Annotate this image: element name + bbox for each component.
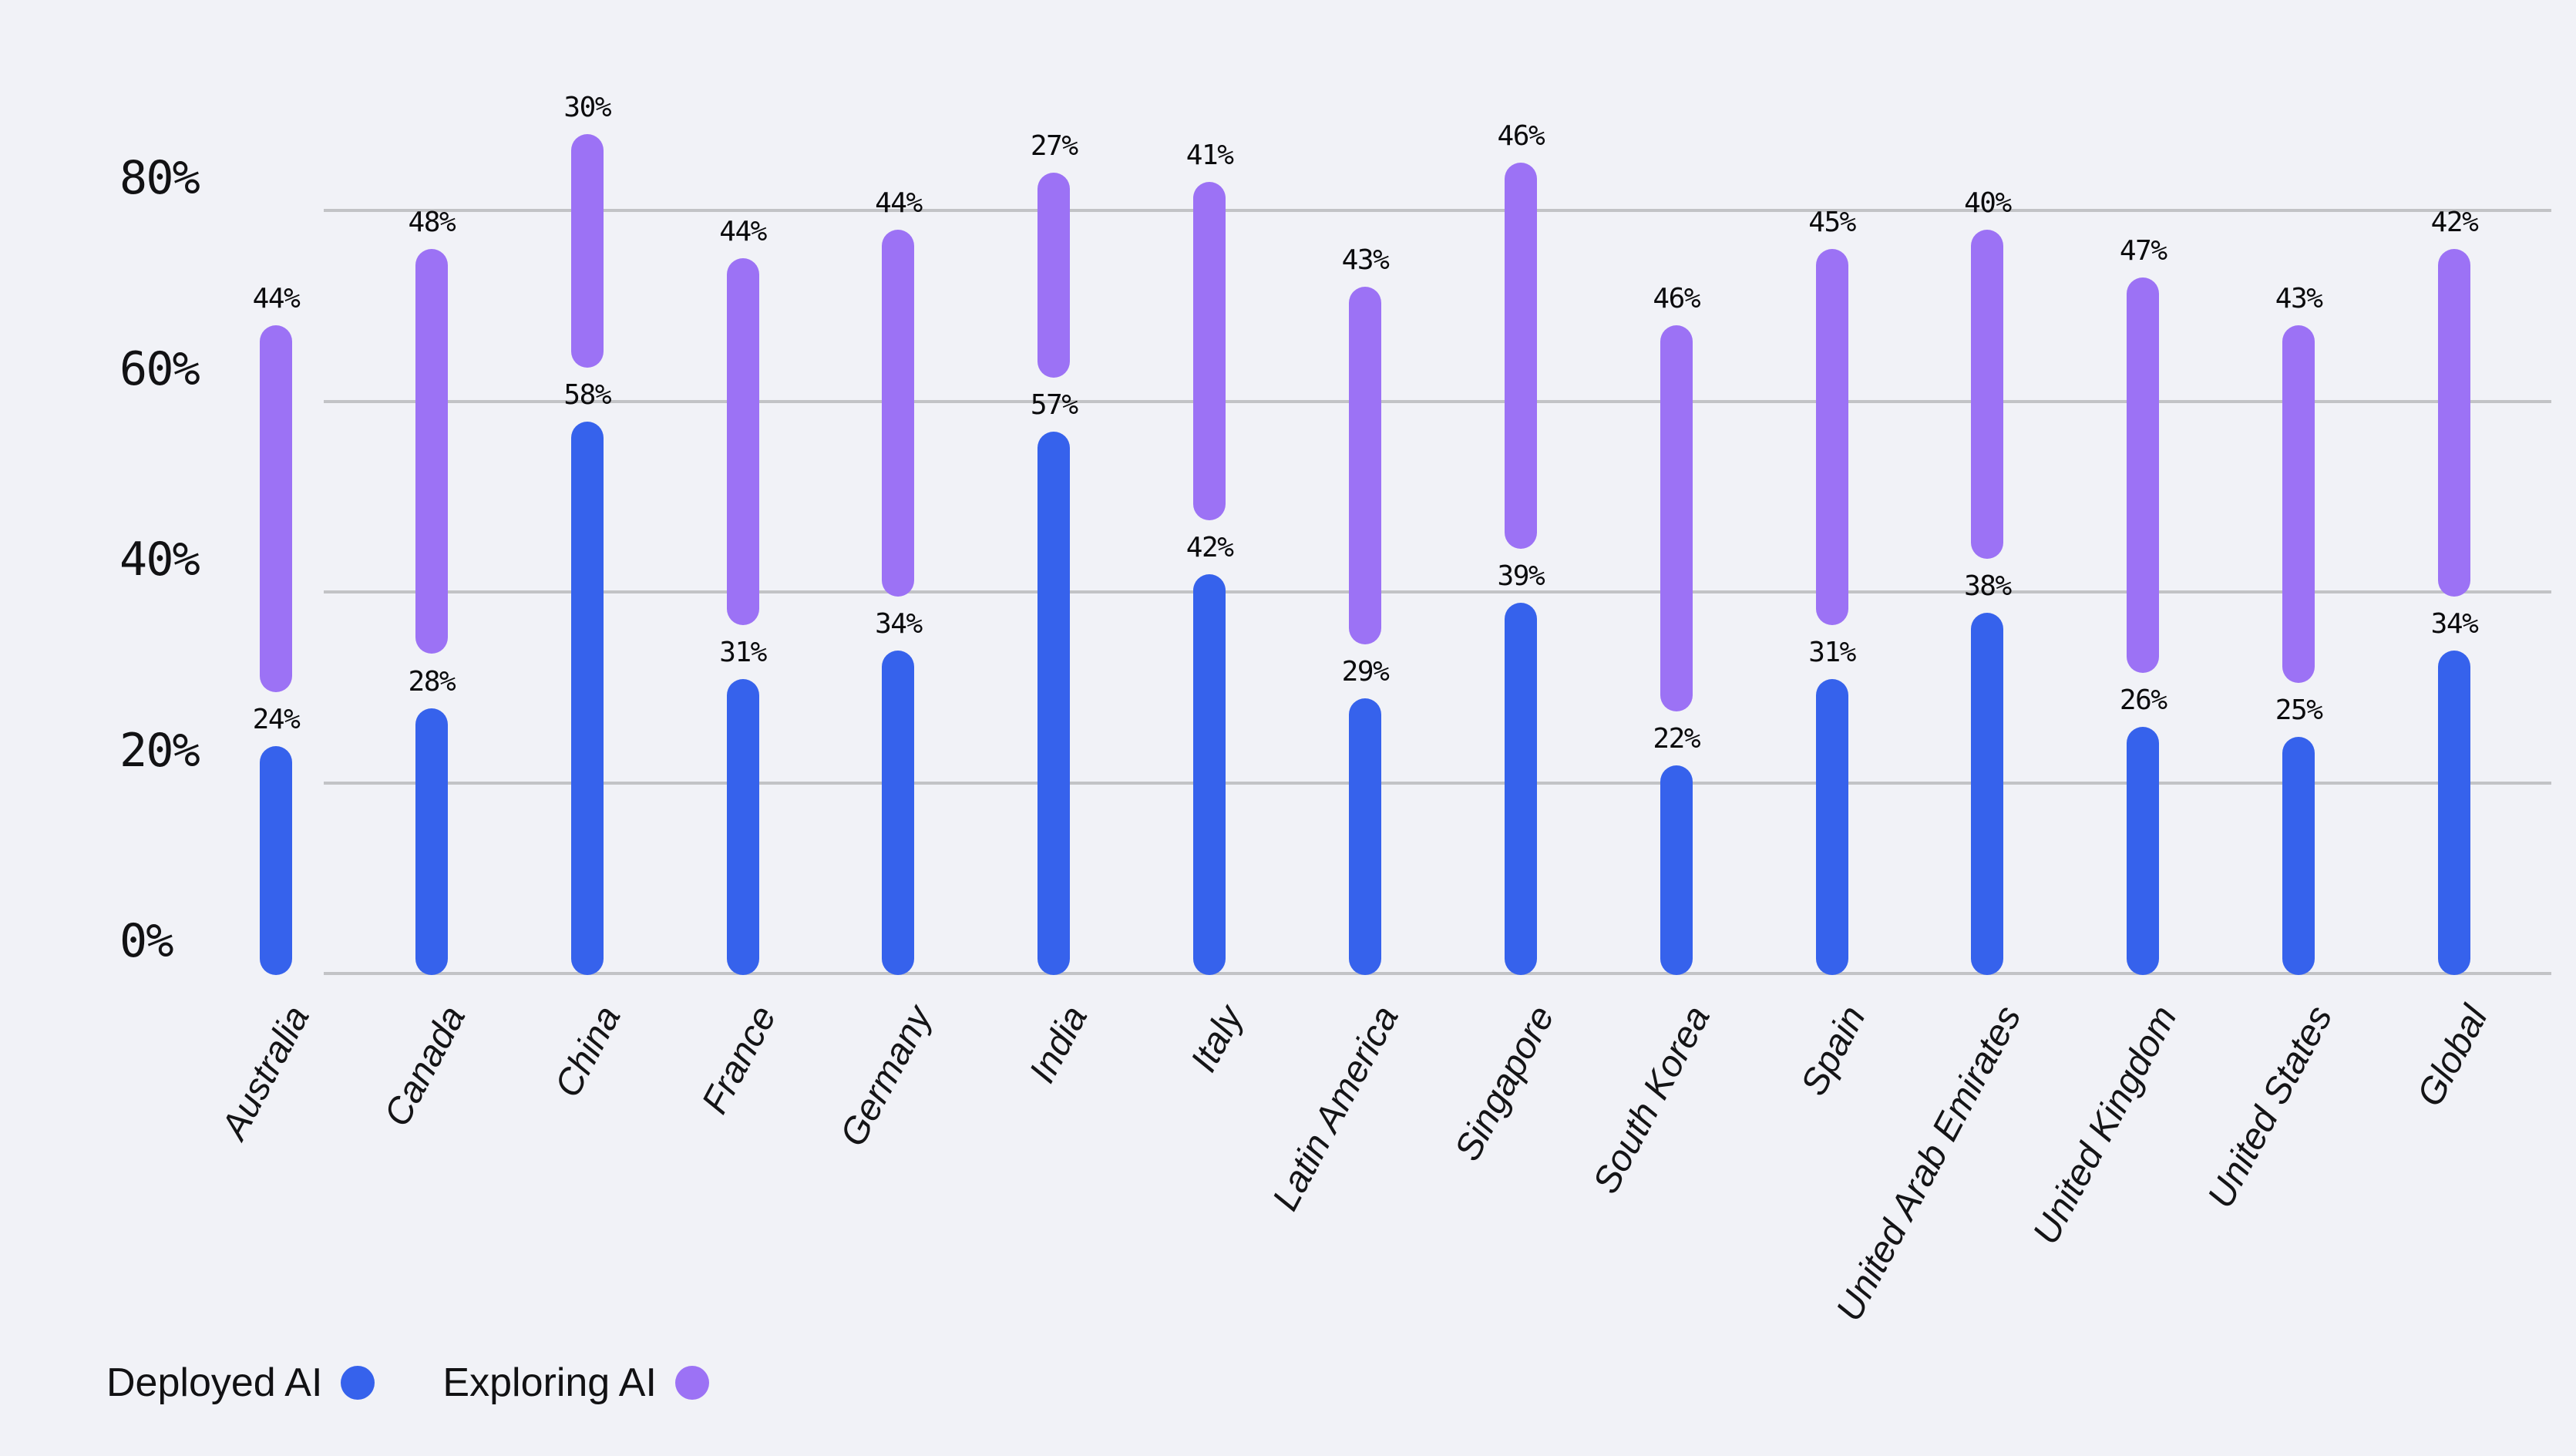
bar-exploring [260, 324, 292, 692]
value-label-exploring: 41% [1185, 139, 1234, 171]
x-axis-label: United Arab Emirates [1828, 999, 2030, 1328]
value-label-deployed: 22% [1653, 722, 1700, 755]
value-label-deployed: 58% [563, 379, 611, 412]
x-axis-label: South Korea [1585, 999, 1718, 1201]
y-axis-tick-label: 60% [119, 341, 200, 396]
bar-deployed [2438, 651, 2470, 975]
value-label-exploring: 45% [1808, 206, 1856, 238]
y-axis-tick-label: 80% [119, 151, 200, 205]
gridline-0 [324, 972, 2551, 975]
gridline-80 [324, 209, 2551, 212]
bar-exploring [726, 257, 759, 626]
legend-label-exploring: Exploring AI [442, 1360, 657, 1405]
value-label-deployed: 38% [1964, 570, 2012, 602]
value-label-deployed: 25% [2275, 694, 2323, 726]
bar-deployed [1349, 698, 1381, 975]
bar-deployed [570, 422, 604, 975]
value-label-exploring: 44% [719, 215, 767, 247]
value-label-exploring: 46% [1497, 120, 1545, 153]
legend-item-deployed: Deployed AI [106, 1363, 375, 1403]
value-label-deployed: 57% [1030, 388, 1078, 421]
legend-dot-deployed-icon [341, 1366, 375, 1400]
bar-deployed [1815, 679, 1848, 975]
x-axis-label: Australia [214, 999, 318, 1146]
bar-exploring [2127, 277, 2160, 674]
value-label-deployed: 28% [408, 665, 456, 698]
x-axis-label: France [694, 999, 785, 1121]
bar-exploring [1193, 181, 1226, 521]
value-label-deployed: 39% [1497, 560, 1545, 593]
x-axis-label: Global [2410, 999, 2497, 1113]
legend-dot-exploring-icon [674, 1366, 709, 1400]
bar-deployed [882, 651, 915, 975]
bar-deployed [415, 708, 448, 975]
bar-exploring [1504, 163, 1537, 550]
bar-exploring [1815, 248, 1848, 626]
bar-deployed [1193, 574, 1226, 975]
x-axis-label: Latin America [1265, 999, 1407, 1218]
bar-exploring [1037, 172, 1071, 378]
y-axis-tick-label: 0% [119, 914, 173, 968]
bar-exploring [1660, 324, 1693, 711]
value-label-exploring: 27% [1030, 129, 1078, 162]
value-label-deployed: 29% [1341, 656, 1390, 688]
value-label-exploring: 46% [1653, 282, 1700, 314]
bar-deployed [2282, 736, 2315, 975]
bar-deployed [1037, 431, 1071, 975]
bar-exploring [2438, 248, 2470, 597]
x-axis-label: Germany [832, 999, 940, 1153]
value-label-deployed: 31% [719, 637, 767, 669]
bar-deployed [726, 679, 759, 975]
value-label-exploring: 43% [2275, 282, 2323, 314]
value-label-exploring: 43% [1341, 244, 1390, 276]
x-axis-label: United Kingdom [2025, 999, 2185, 1252]
bar-deployed [1504, 603, 1537, 975]
x-axis-label: United States [2200, 999, 2341, 1215]
x-axis-label: China [547, 999, 629, 1105]
value-label-deployed: 34% [2430, 608, 2479, 641]
value-label-exploring: 48% [408, 206, 456, 238]
y-axis-tick-label: 40% [119, 533, 200, 587]
bar-deployed [2127, 727, 2160, 975]
x-axis-label: Singapore [1447, 999, 1563, 1168]
bar-exploring [2282, 324, 2315, 683]
value-label-exploring: 30% [563, 92, 611, 123]
bar-exploring [415, 248, 448, 654]
bar-exploring [882, 229, 915, 597]
y-axis-tick-label: 20% [119, 723, 200, 778]
value-label-exploring: 44% [252, 282, 301, 314]
bar-exploring [1349, 287, 1381, 645]
value-label-deployed: 42% [1185, 532, 1234, 564]
value-label-exploring: 47% [2119, 234, 2167, 267]
legend: Deployed AI Exploring AI [106, 1363, 709, 1403]
x-axis-label: Spain [1793, 999, 1874, 1102]
value-label-exploring: 42% [2430, 206, 2479, 238]
x-axis-label: India [1021, 999, 1096, 1090]
bar-deployed [1660, 765, 1693, 975]
value-label-deployed: 24% [252, 704, 301, 735]
x-axis-label: Canada [376, 999, 474, 1133]
x-axis-label: Italy [1183, 999, 1252, 1079]
value-label-deployed: 34% [875, 608, 923, 641]
bar-deployed [260, 746, 292, 975]
value-label-exploring: 40% [1964, 187, 2012, 219]
gridline-40 [324, 590, 2551, 593]
legend-label-deployed: Deployed AI [106, 1360, 323, 1405]
gridline-60 [324, 399, 2551, 403]
value-label-exploring: 44% [875, 187, 923, 219]
bar-exploring [1971, 229, 2004, 559]
bar-exploring [570, 134, 604, 368]
value-label-deployed: 26% [2119, 684, 2167, 717]
value-label-deployed: 31% [1808, 637, 1856, 669]
legend-item-exploring: Exploring AI [442, 1363, 709, 1403]
bar-deployed [1971, 612, 2004, 975]
gridline-20 [324, 781, 2551, 785]
